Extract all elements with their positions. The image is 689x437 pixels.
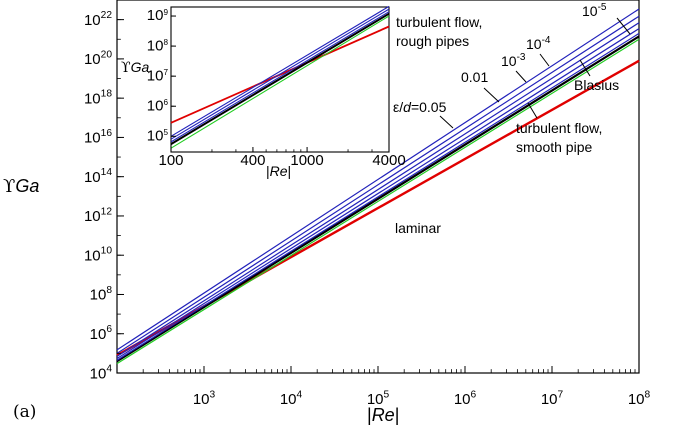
main-y-tick-label-5: 1014 — [84, 167, 112, 186]
annotation-eps-001: 0.01 — [461, 69, 488, 85]
arrow-blasius — [579, 59, 591, 77]
annotation-smooth-line1: turbulent flow, — [516, 120, 602, 136]
main-y-tick-label-9: 1022 — [84, 10, 112, 29]
panel-label: (a) — [13, 402, 36, 422]
arrow-eps-005 — [439, 115, 454, 129]
arrow-eps-001 — [483, 87, 500, 103]
inset-x-axis-title: |Re| — [266, 163, 291, 179]
inset-y-tick-label-4: 109 — [147, 7, 169, 24]
inset-y-tick-label-1: 106 — [147, 97, 169, 114]
main-series-7 — [116, 8, 640, 351]
inset-x-tick-label-0: 100 — [158, 152, 183, 169]
y-axis-title: ϒGa — [3, 176, 39, 197]
inset-y-tick-label-0: 105 — [147, 127, 169, 144]
arrow-eps-10-5 — [616, 17, 631, 35]
annotation-eps-10-3: 10-3 — [501, 52, 526, 69]
main-y-tick-label-3: 1010 — [84, 246, 112, 265]
annotation-eps-005: ε/d=0.05 — [393, 99, 447, 115]
inset-x-tick-label-1: 400 — [240, 152, 265, 169]
main-series-4 — [116, 28, 640, 360]
inset-y-tick-label-2: 107 — [147, 67, 169, 84]
main-y-tick-label-2: 108 — [90, 285, 113, 304]
main-y-tick-label-0: 104 — [90, 364, 113, 383]
main-x-tick-label-1: 104 — [280, 389, 303, 408]
inset-series-2 — [170, 12, 390, 145]
main-x-tick-label-0: 103 — [193, 389, 216, 408]
annotations: turbulent flow, rough pipes 10-5 10-4 10… — [393, 2, 631, 236]
annotation-smooth-line2: smooth pipe — [516, 139, 592, 155]
arrow-smooth — [527, 102, 538, 119]
main-y-tick-label-8: 1020 — [84, 49, 112, 68]
main-series-3 — [116, 32, 640, 361]
inset-y-tick-label-3: 108 — [147, 37, 169, 54]
main-series-5 — [116, 22, 640, 357]
inset-series-4 — [170, 8, 390, 140]
main-x-tick-label-4: 107 — [541, 389, 564, 408]
arrow-eps-10-3 — [515, 70, 527, 83]
main-x-tick-label-3: 106 — [454, 389, 477, 408]
inset-series-3 — [170, 11, 390, 143]
main-y-tick-label-4: 1012 — [84, 206, 112, 225]
main-x-tick-label-5: 108 — [628, 389, 651, 408]
annotation-rough-line1: turbulent flow, — [396, 14, 482, 30]
inset-x-tick-label-2: 1000 — [290, 152, 323, 169]
inset-series-1 — [170, 15, 390, 149]
annotation-eps-10-5: 10-5 — [582, 2, 607, 19]
x-axis-title: |Re| — [367, 405, 399, 425]
annotation-blasius: Blasius — [574, 77, 619, 93]
main-y-tick-label-1: 106 — [90, 324, 113, 343]
main-series-6 — [116, 15, 640, 354]
annotation-eps-10-4: 10-4 — [526, 35, 551, 52]
main-y-tick-label-7: 1018 — [84, 89, 112, 108]
inset-y-axis-title: ϒGa — [121, 59, 150, 76]
inset-plot: ϒGa |Re| 100 400 1000 4000 105 106 107 108 109 — [121, 5, 406, 179]
inset-x-tick-label-3: 4000 — [372, 152, 405, 169]
annotation-rough-line2: rough pipes — [396, 33, 469, 49]
main-series-1 — [116, 38, 640, 365]
main-series-2 — [116, 35, 640, 363]
main-y-tick-label-6: 1016 — [84, 128, 112, 147]
inset-series-5 — [170, 5, 390, 137]
arrow-eps-10-4 — [539, 53, 550, 67]
annotation-laminar: laminar — [395, 220, 441, 236]
